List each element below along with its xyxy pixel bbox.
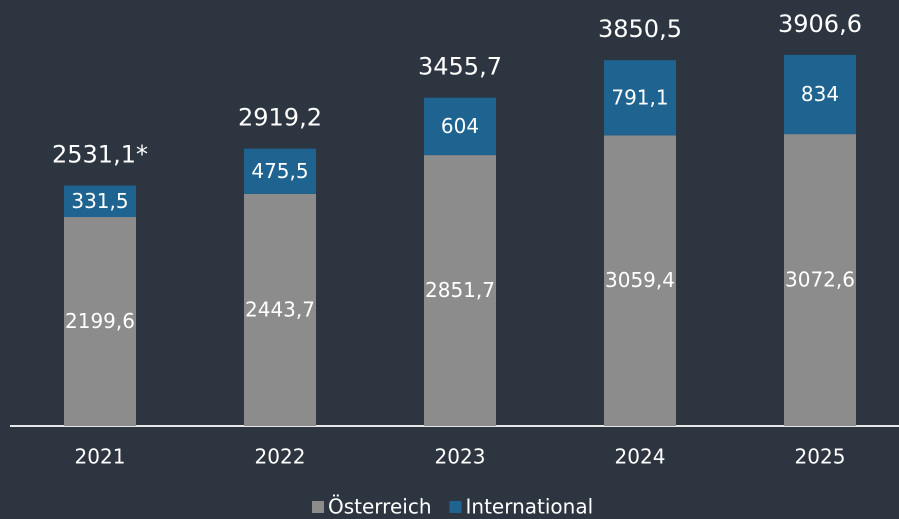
bar-segment xyxy=(784,54,856,135)
value-label: 791,1 xyxy=(611,85,668,109)
total-label: 3455,7 xyxy=(418,53,502,81)
x-tick-label: 2022 xyxy=(255,445,306,469)
value-label: 3072,6 xyxy=(785,268,855,292)
x-tick-label: 2021 xyxy=(75,445,126,469)
value-label: 604 xyxy=(441,114,479,138)
value-label: 2851,7 xyxy=(425,278,495,302)
bar-segment xyxy=(424,97,496,156)
value-label: 2199,6 xyxy=(65,309,135,333)
bar-segment xyxy=(244,148,316,194)
legend-label: Österreich xyxy=(328,495,432,519)
bar-segment xyxy=(64,185,136,218)
total-label: 3850,5 xyxy=(598,15,682,43)
total-label: 2531,1* xyxy=(52,141,148,169)
value-label: 475,5 xyxy=(251,159,308,183)
x-tick-label: 2023 xyxy=(435,445,486,469)
x-tick-label: 2025 xyxy=(795,445,846,469)
bar-segment xyxy=(64,217,136,426)
bar-segment xyxy=(604,60,676,136)
legend-swatch xyxy=(312,501,324,513)
bar-segment xyxy=(604,135,676,426)
bar-segment xyxy=(424,155,496,426)
x-tick-label: 2024 xyxy=(615,445,666,469)
total-label: 2919,2 xyxy=(238,104,322,132)
bar-segment xyxy=(784,134,856,426)
bar-segment xyxy=(244,193,316,426)
value-label: 3059,4 xyxy=(605,268,675,292)
legend-label: International xyxy=(466,495,594,519)
total-label: 3906,6 xyxy=(778,10,862,38)
value-label: 331,5 xyxy=(71,189,128,213)
value-label: 834 xyxy=(801,82,839,106)
legend-swatch xyxy=(449,501,462,513)
value-label: 2443,7 xyxy=(245,297,315,321)
